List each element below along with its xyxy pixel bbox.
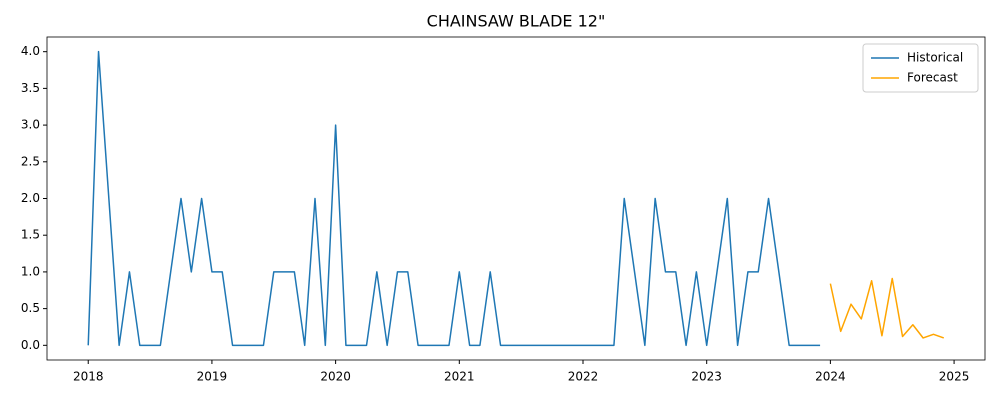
x-tick-label: 2023 <box>691 370 722 384</box>
y-tick-label: 0.0 <box>21 338 40 352</box>
x-tick-label: 2021 <box>444 370 475 384</box>
plot-frame <box>46 36 986 361</box>
legend-box <box>862 43 979 93</box>
y-tick-label: 3.5 <box>21 81 40 95</box>
x-tick-label: 2024 <box>815 370 846 384</box>
y-tick-label: 3.0 <box>21 118 40 132</box>
series-line <box>829 277 945 339</box>
x-tick-label: 2020 <box>320 370 351 384</box>
y-tick-label: 0.5 <box>21 301 40 315</box>
chart-title: CHAINSAW BLADE 12" <box>427 12 606 31</box>
x-tick-label: 2018 <box>73 370 104 384</box>
x-tick-label: 2019 <box>197 370 228 384</box>
y-tick-label: 2.0 <box>21 191 40 205</box>
y-tick-label: 1.0 <box>21 264 40 278</box>
series-line <box>87 50 821 347</box>
x-tick-label: 2022 <box>568 370 599 384</box>
y-tick-label: 1.5 <box>21 228 40 242</box>
legend-label: Forecast <box>907 71 958 85</box>
y-tick-label: 2.5 <box>21 154 40 168</box>
legend-label: Historical <box>907 51 963 65</box>
x-tick-label: 2025 <box>939 370 970 384</box>
y-tick-label: 4.0 <box>21 44 40 58</box>
